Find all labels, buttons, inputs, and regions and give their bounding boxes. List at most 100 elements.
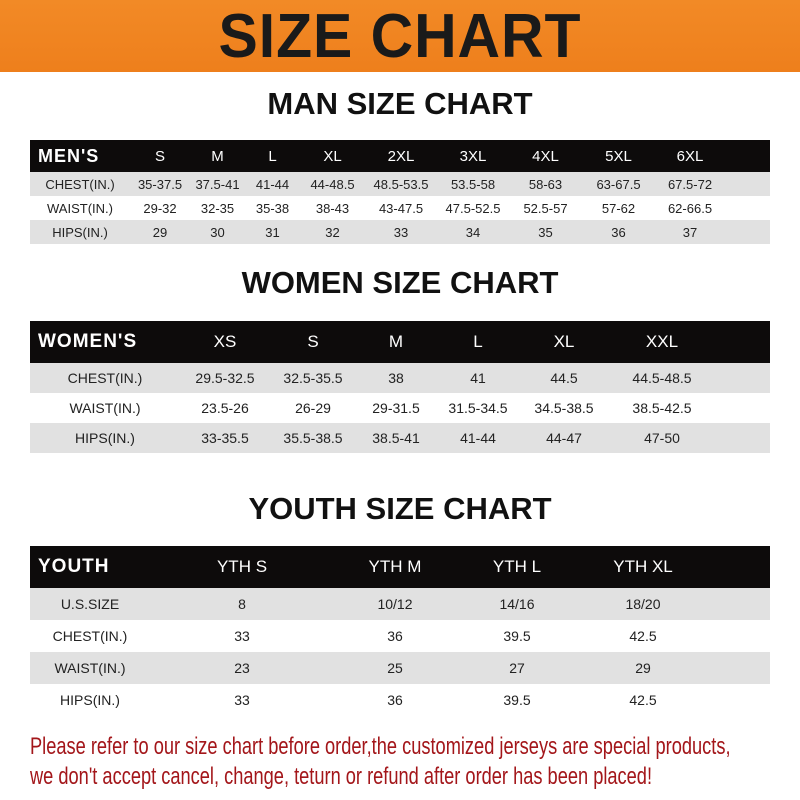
table-cell: 27 xyxy=(509,660,525,676)
row-label: CHEST(IN.) xyxy=(67,370,143,386)
table-cell: 52.5-57 xyxy=(523,200,568,216)
table-cell: 23.5-26 xyxy=(201,400,249,416)
youth-title: YOUTH SIZE CHART xyxy=(248,491,552,526)
table-cell: 44.5-48.5 xyxy=(632,370,692,386)
table-cell: 35.5-38.5 xyxy=(283,430,343,446)
men-size-table: MEN'S S M L XL 2XL 3XL 4XL 5XL 6XL CHEST(IN.) 35-37… xyxy=(30,140,770,244)
row-label: WAIST(IN.) xyxy=(54,660,126,676)
men-title: MAN SIZE CHART xyxy=(267,86,533,121)
table-cell: S xyxy=(307,332,319,351)
table-cell: 29 xyxy=(152,224,168,240)
table-cell: 36 xyxy=(387,692,403,708)
table-header-row: YOUTH YTH S YTH M YTH L YTH XL xyxy=(30,546,770,588)
table-cell: 38.5-42.5 xyxy=(632,400,692,416)
table-cell: XXL xyxy=(645,332,679,351)
table-cell: 39.5 xyxy=(503,628,531,644)
table-cell: 43-47.5 xyxy=(378,200,424,216)
table-cell: M xyxy=(211,147,224,165)
table-cell: 44.5 xyxy=(550,370,578,386)
table-cell: 37.5-41 xyxy=(195,176,240,192)
table-cell: 23 xyxy=(234,660,250,676)
table-row: WAIST(IN.) 23.5-26 26-29 29-31.5 31.5-34.5 34… xyxy=(30,393,770,423)
table-cell: 41-44 xyxy=(460,430,496,446)
table-cell: 29-32 xyxy=(143,200,177,216)
table-cell: 32.5-35.5 xyxy=(283,370,343,386)
table-cell: 4XL xyxy=(532,147,559,165)
youth-size-table: YOUTH YTH S YTH M YTH L YTH XL U.S.SIZE 8 10/12… xyxy=(30,546,770,716)
table-cell: 10/12 xyxy=(377,596,413,612)
table-cell: 35 xyxy=(538,224,553,240)
table-row: HIPS(IN.) 33-35.5 35.5-38.5 38.5-41 41-44 44-… xyxy=(30,423,770,453)
table-cell: 36 xyxy=(387,628,403,644)
table-cell: 38-43 xyxy=(315,200,350,216)
table-cell: 39.5 xyxy=(503,692,531,708)
table-cell: 29.5-32.5 xyxy=(195,370,255,386)
table-cell: XL xyxy=(323,147,342,165)
table-row: CHEST(IN.) 33 36 39.5 42.5 xyxy=(30,620,770,652)
table-cell: 42.5 xyxy=(629,692,657,708)
table-cell: 32 xyxy=(325,224,340,240)
table-cell: 53.5-58 xyxy=(450,176,496,192)
table-row: WAIST(IN.) 29-32 32-35 35-38 38-43 43-47.5 47.… xyxy=(30,196,770,220)
table-cell: 29 xyxy=(635,660,651,676)
table-cell: 35-38 xyxy=(255,200,290,216)
row-label: MEN'S xyxy=(38,145,100,166)
table-cell: 47.5-52.5 xyxy=(445,200,501,216)
table-cell: 57-62 xyxy=(601,200,636,216)
table-row: HIPS(IN.) 29 30 31 32 33 34 35 36 37 xyxy=(30,220,770,244)
table-cell: 48.5-53.5 xyxy=(373,176,429,192)
table-header-row: WOMEN'S XS S M L XL XXL xyxy=(30,321,770,363)
table-cell: 67.5-72 xyxy=(667,176,713,192)
banner-title: SIZE CHART xyxy=(218,1,582,71)
table-cell: 47-50 xyxy=(644,430,680,446)
table-cell: L xyxy=(473,332,483,351)
table-cell: 29-31.5 xyxy=(372,400,420,416)
table-cell: 42.5 xyxy=(629,628,657,644)
table-cell: YTH XL xyxy=(613,557,673,576)
table-cell: 34 xyxy=(465,224,481,240)
row-label: CHEST(IN.) xyxy=(52,628,128,644)
table-cell: 8 xyxy=(238,596,246,612)
table-cell: 62-66.5 xyxy=(667,200,713,216)
table-cell: YTH M xyxy=(368,557,422,576)
table-row: WAIST(IN.) 23 25 27 29 xyxy=(30,652,770,684)
banner: SIZE CHART xyxy=(0,0,800,72)
table-cell: 2XL xyxy=(387,147,415,165)
table-cell: 58-63 xyxy=(528,176,563,192)
note-line-1: Please refer to our size chart before or… xyxy=(30,733,731,760)
table-row: HIPS(IN.) 33 36 39.5 42.5 xyxy=(30,684,770,716)
table-row: U.S.SIZE 8 10/12 14/16 18/20 xyxy=(30,588,770,620)
table-cell: 41 xyxy=(470,370,486,386)
table-cell: 33 xyxy=(234,692,250,708)
table-cell: 37 xyxy=(682,224,698,240)
table-cell: 33 xyxy=(234,628,250,644)
table-cell: 38 xyxy=(388,370,404,386)
table-cell: YTH S xyxy=(216,557,268,576)
row-label: HIPS(IN.) xyxy=(75,430,135,446)
table-cell: 3XL xyxy=(459,147,487,165)
women-size-table: WOMEN'S XS S M L XL XXL CHEST(IN.) 29.5-32.5 32.5… xyxy=(30,321,770,453)
table-cell: 36 xyxy=(611,224,626,240)
table-cell: 33 xyxy=(393,224,409,240)
row-label: CHEST(IN.) xyxy=(45,176,115,192)
row-label: WAIST(IN.) xyxy=(47,200,113,216)
table-cell: 14/16 xyxy=(499,596,535,612)
table-header-row: MEN'S S M L XL 2XL 3XL 4XL 5XL 6XL xyxy=(30,140,770,172)
table-cell: 44-47 xyxy=(546,430,582,446)
table-cell: S xyxy=(154,147,165,165)
table-cell: M xyxy=(388,332,404,351)
table-cell: 63-67.5 xyxy=(596,176,641,192)
table-cell: XL xyxy=(553,332,575,351)
table-cell: L xyxy=(268,147,277,165)
table-cell: 26-29 xyxy=(295,400,331,416)
table-cell: XS xyxy=(213,332,237,351)
table-cell: 33-35.5 xyxy=(201,430,249,446)
row-label: YOUTH xyxy=(38,556,110,577)
row-label: HIPS(IN.) xyxy=(52,224,108,240)
table-cell: 5XL xyxy=(605,147,632,165)
table-cell: 32-35 xyxy=(200,200,235,216)
table-cell: 25 xyxy=(387,660,403,676)
note-line-2: we don't accept cancel, change, teturn o… xyxy=(30,763,653,790)
table-cell: 6XL xyxy=(676,147,704,165)
row-label: WOMEN'S xyxy=(38,331,138,352)
